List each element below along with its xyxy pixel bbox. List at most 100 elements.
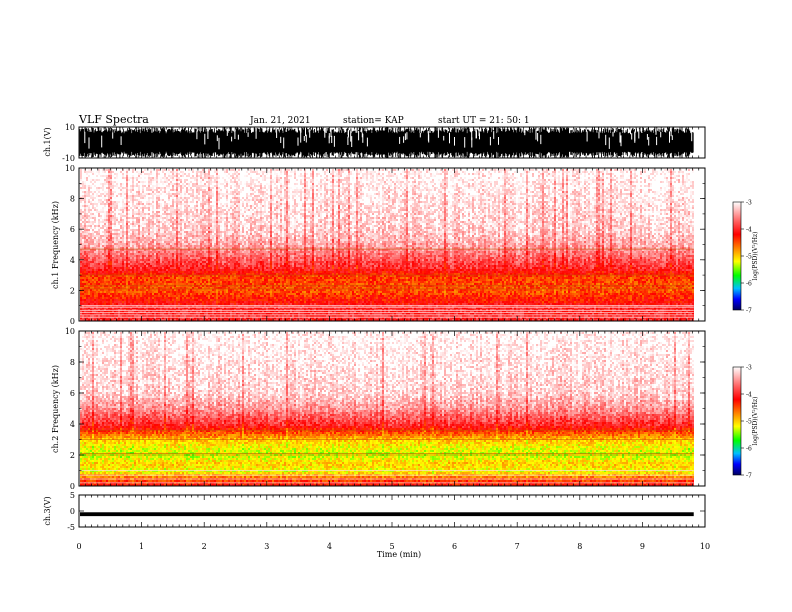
- spec1-cell: [90, 223, 92, 225]
- spec1-cell: [84, 219, 86, 221]
- spec1-cell: [84, 231, 86, 233]
- spec1-cell: [106, 255, 108, 257]
- spec1-cell: [98, 201, 100, 203]
- spec1-cell: [82, 177, 84, 179]
- spec1-cell: [96, 283, 98, 285]
- spec1-cell: [106, 257, 108, 259]
- spec1-cell: [90, 299, 92, 301]
- spec1-cell: [102, 235, 104, 237]
- ch1-gap: [631, 133, 632, 139]
- spec1-cell: [82, 241, 84, 243]
- spec1-cell: [100, 215, 102, 217]
- spec1-cell: [106, 291, 108, 293]
- spec1-cell: [102, 271, 104, 273]
- spec1-cell: [98, 297, 100, 299]
- spec1-cell: [90, 211, 92, 213]
- spec1-cell: [100, 281, 102, 283]
- spec1-cell: [98, 273, 100, 275]
- spec1-cell: [84, 245, 86, 247]
- ch1-gap: [449, 133, 450, 144]
- spec1-cell: [86, 251, 88, 253]
- spec1-cell: [96, 297, 98, 299]
- spec1-cell: [82, 237, 84, 239]
- spec1-cell: [110, 171, 112, 173]
- spec1-cell: [84, 203, 86, 205]
- spec1-cell: [88, 241, 90, 243]
- spec1-cell: [82, 191, 84, 193]
- spec1-cell: [96, 179, 98, 181]
- spec1-cell: [88, 219, 90, 221]
- spec1-cell: [90, 245, 92, 247]
- ch1-gap: [248, 132, 249, 137]
- spec1-cell: [94, 269, 96, 271]
- spec1-cell: [106, 215, 108, 217]
- ch1-gap: [609, 138, 610, 149]
- spec1-cell: [82, 199, 84, 201]
- spec1-cell: [84, 177, 86, 179]
- spec1-cell: [86, 235, 88, 237]
- spec1-cell: [110, 219, 112, 221]
- spec1-cell: [86, 189, 88, 191]
- spec1-cell: [94, 251, 96, 253]
- spec1-cell: [82, 273, 84, 275]
- spec1-cell: [102, 171, 104, 173]
- spec1-cell: [80, 295, 82, 297]
- spec1-cell: [84, 209, 86, 211]
- spec1-cell: [80, 225, 82, 227]
- spec1-cell: [108, 267, 110, 269]
- spec1-cell: [90, 253, 92, 255]
- spec1-cell: [100, 261, 102, 263]
- spec1-cell: [110, 195, 112, 197]
- spec1-cell: [90, 179, 92, 181]
- spec1-cell: [108, 279, 110, 281]
- spec1-cell: [82, 269, 84, 271]
- spec1-cell: [92, 233, 94, 235]
- ch1-gap: [476, 130, 477, 139]
- spec1-cell: [88, 261, 90, 263]
- spec1-cell: [100, 253, 102, 255]
- ch1-gap: [217, 135, 218, 141]
- spec1-cell: [106, 299, 108, 301]
- spec1-cell: [94, 191, 96, 193]
- spec1-cell: [82, 301, 84, 303]
- spec1-cell: [80, 175, 82, 177]
- spec1-cell: [86, 171, 88, 173]
- spec1-cell: [90, 291, 92, 293]
- spec1-cell: [102, 193, 104, 195]
- spec1-cell: [94, 279, 96, 281]
- spec1-cell: [92, 271, 94, 273]
- ch1-gap: [656, 128, 657, 135]
- spec1-cell: [80, 205, 82, 207]
- spec1-cell: [88, 237, 90, 239]
- spec1-cell: [100, 299, 102, 301]
- ch1-gap: [420, 133, 421, 138]
- spec1-cell: [86, 295, 88, 297]
- spec1-cell: [92, 279, 94, 281]
- ch1-gap: [493, 131, 494, 139]
- spec1-cell: [88, 233, 90, 235]
- spec1-cell: [102, 269, 104, 271]
- spec1-cell: [108, 205, 110, 207]
- spec1-cell: [82, 277, 84, 279]
- spec1-cell: [106, 241, 108, 243]
- spec1-cell: [110, 235, 112, 237]
- spec1-cell: [88, 273, 90, 275]
- ch1-gap: [231, 137, 232, 142]
- spec1-cell: [96, 263, 98, 265]
- spec1-cell: [88, 297, 90, 299]
- spec1-cell: [80, 247, 82, 249]
- spec1-cell: [86, 279, 88, 281]
- spec1-cell: [84, 301, 86, 303]
- ch1-gap: [347, 137, 348, 145]
- spec1-cell: [84, 225, 86, 227]
- spec1-cell: [102, 221, 104, 223]
- spec1-cell: [98, 255, 100, 257]
- spec1-cell: [86, 209, 88, 211]
- spec1-cell: [82, 235, 84, 237]
- spec1-cell: [96, 253, 98, 255]
- spec1-cell: [106, 283, 108, 285]
- spec1-cell: [84, 237, 86, 239]
- spec1-cell: [92, 179, 94, 181]
- spec1-cell: [110, 207, 112, 209]
- spec1-cell: [106, 213, 108, 215]
